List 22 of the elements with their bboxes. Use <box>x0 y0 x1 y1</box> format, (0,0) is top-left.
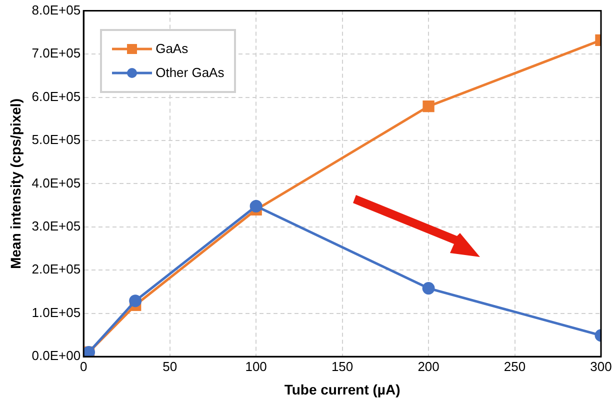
y-tick-label: 1.0E+05 <box>32 304 81 320</box>
point <box>250 200 262 212</box>
legend-label: Other GaAs <box>156 65 224 80</box>
x-tick-label: 250 <box>504 358 526 374</box>
x-tick-label: 200 <box>418 358 440 374</box>
point <box>129 294 142 308</box>
y-tick-label: 3.0E+05 <box>32 218 81 234</box>
y-tick-label: 2.0E+05 <box>32 262 81 277</box>
x-tick-label: 50 <box>162 358 178 374</box>
x-tick-label: 150 <box>331 358 354 374</box>
x-tick-label: 100 <box>245 358 267 374</box>
y-tick-label: 8.0E+05 <box>32 2 81 18</box>
y-tick-label: 5.0E+05 <box>32 132 81 148</box>
legend-label: GaAs <box>156 41 188 56</box>
y-axis-title: Mean intensity (cps/pixel) <box>7 98 24 269</box>
y-tick-label: 4.0E+05 <box>32 175 81 190</box>
x-tick-label: 300 <box>590 358 612 374</box>
x-axis-title: Tube current (µA) <box>284 381 400 398</box>
x-tick-label: 0 <box>80 358 88 374</box>
y-tick-label: 7.0E+05 <box>32 46 81 61</box>
y-tick-label: 0.0E+00 <box>32 348 81 364</box>
y-tick-label: 6.0E+05 <box>32 88 81 104</box>
